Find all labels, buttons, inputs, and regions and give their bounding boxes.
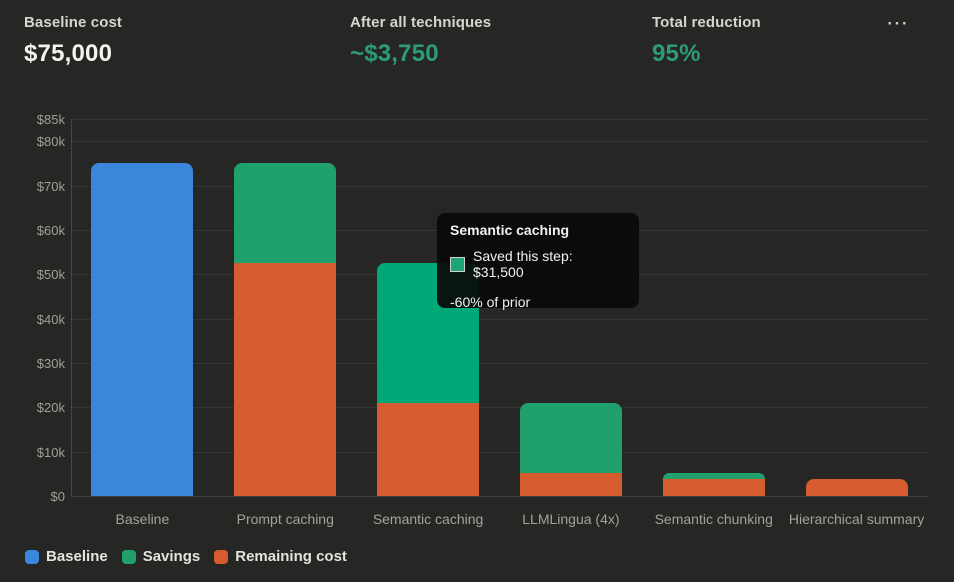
stat-value: $75,000 xyxy=(24,40,113,67)
remaining-cost-swatch-icon xyxy=(214,549,229,564)
legend-label: Remaining cost xyxy=(235,548,347,565)
gridline xyxy=(71,185,928,187)
stat-label: Total reduction xyxy=(652,14,761,31)
overflow-menu-icon[interactable]: ⋯ xyxy=(880,10,914,36)
stat-value: 95% xyxy=(652,40,701,67)
y-axis-tick-label: $10k xyxy=(36,444,65,460)
gridline xyxy=(71,362,928,364)
gridline xyxy=(71,141,928,143)
gridline xyxy=(71,119,928,120)
y-axis-tick-label: $40k xyxy=(36,311,65,327)
x-axis-label: Semantic caching xyxy=(372,511,484,527)
stat-total-reduction: Total reduction 95% xyxy=(652,14,761,68)
tooltip-percent-line: -60% of prior xyxy=(450,294,531,310)
bar-segment-savings[interactable] xyxy=(234,163,337,264)
bar-segment-baseline[interactable] xyxy=(91,163,194,496)
chart-tooltip: Semantic caching Saved this step: $31,50… xyxy=(437,213,639,310)
bar-segment-remaining-cost[interactable] xyxy=(805,479,908,496)
baseline-swatch-icon xyxy=(25,549,39,564)
y-axis-tick-label: $50k xyxy=(36,267,65,283)
tooltip-saved-line: Saved this step: $31,500 xyxy=(473,248,573,280)
y-axis-tick-label: $80k xyxy=(36,134,65,150)
x-axis-label: Baseline xyxy=(115,511,170,527)
stat-value: ~$3,750 xyxy=(350,40,439,67)
y-axis-tick-label: $30k xyxy=(36,355,65,371)
x-axis-label: Semantic chunking xyxy=(654,511,773,527)
stat-label: After all techniques xyxy=(350,14,492,31)
stat-label: Baseline cost xyxy=(24,14,123,31)
y-axis-tick-label: $0 xyxy=(50,489,65,504)
x-axis-label: LLMLingua (4x) xyxy=(522,511,620,527)
savings-swatch-icon xyxy=(450,256,465,272)
stat-after-all-techniques: After all techniques ~$3,750 xyxy=(350,14,491,68)
legend-item-baseline[interactable]: Baseline xyxy=(25,548,108,565)
legend-label: Savings xyxy=(142,548,201,565)
chart-legend: Baseline Savings Remaining cost xyxy=(25,548,347,565)
bar-segment-remaining-cost[interactable] xyxy=(662,479,765,496)
tooltip-title: Semantic caching xyxy=(450,222,570,238)
legend-label: Baseline xyxy=(46,548,108,565)
gridline xyxy=(71,496,928,497)
bar-segment-savings[interactable] xyxy=(519,402,622,473)
gridline xyxy=(71,318,928,320)
bar-segment-remaining-cost[interactable] xyxy=(377,402,480,496)
gridline xyxy=(71,451,928,453)
y-axis-tick-label: $60k xyxy=(36,222,65,238)
bar-segment-savings[interactable] xyxy=(662,472,765,480)
legend-item-remaining-cost[interactable]: Remaining cost xyxy=(214,548,347,565)
bar-segment-remaining-cost[interactable] xyxy=(519,472,622,496)
y-axis-tick-label: $70k xyxy=(36,178,65,194)
savings-swatch-icon xyxy=(121,549,136,564)
y-axis-line xyxy=(71,119,72,496)
x-axis-label: Hierarchical summary xyxy=(788,511,925,527)
gridline xyxy=(71,407,928,409)
y-axis-tick-label: $20k xyxy=(36,400,65,416)
x-axis-label: Prompt caching xyxy=(236,511,334,527)
legend-item-savings[interactable]: Savings xyxy=(121,548,201,565)
y-axis-tick-label: $85k xyxy=(36,112,65,127)
tooltip-row: Saved this step: $31,500 xyxy=(450,248,626,280)
stat-baseline-cost: Baseline cost $75,000 xyxy=(24,14,122,68)
bar-segment-remaining-cost[interactable] xyxy=(234,263,337,496)
